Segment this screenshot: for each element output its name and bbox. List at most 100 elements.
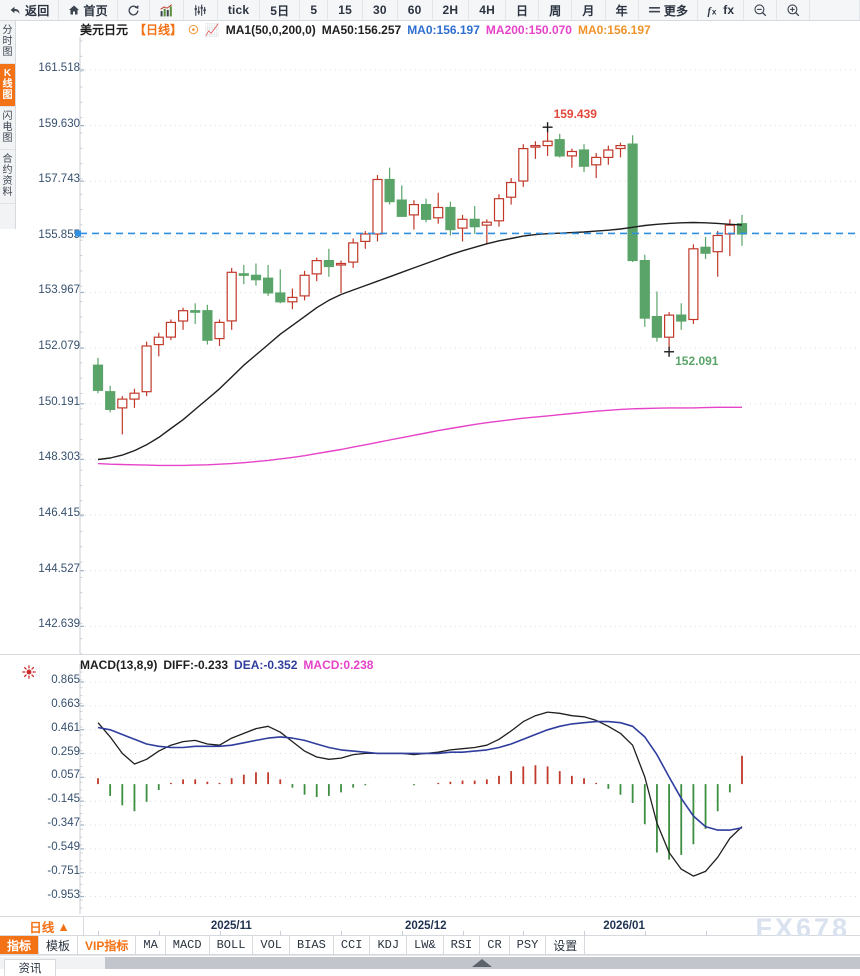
toolbar-day-label: 日 bbox=[516, 3, 529, 18]
indicator-tab-psy[interactable]: PSY bbox=[510, 936, 547, 954]
toolbar-day[interactable]: 日 bbox=[506, 0, 540, 20]
candle-body bbox=[153, 336, 164, 346]
toolbar-h4[interactable]: 4H bbox=[469, 0, 506, 20]
toolbar-h2[interactable]: 2H bbox=[433, 0, 470, 20]
symbol-label: 美元日元 bbox=[80, 23, 129, 37]
toolbar-back-label: 返回 bbox=[25, 3, 50, 18]
toolbar-indicator[interactable] bbox=[184, 0, 218, 20]
macd-plot[interactable] bbox=[16, 656, 860, 915]
rail-char: 闪 bbox=[2, 111, 13, 122]
price-y-axis: 161.518 159.630 157.743 155.855 153.967 152.0… bbox=[16, 21, 80, 654]
rail-char: 分 bbox=[2, 25, 13, 36]
toolbar-chart-type[interactable] bbox=[150, 0, 184, 20]
toolbar-home[interactable]: 首页 bbox=[59, 0, 118, 20]
macd-tick-label: 0.461 bbox=[51, 721, 80, 734]
toolbar-zoom-out[interactable] bbox=[744, 0, 778, 20]
candle-body bbox=[663, 314, 675, 338]
news-tab[interactable]: 资讯 bbox=[4, 959, 56, 976]
price-tick-label: 144.527 bbox=[38, 562, 80, 575]
indicator-tab-zhibiao[interactable]: 指标 bbox=[0, 936, 40, 954]
indicator-tab-cr[interactable]: CR bbox=[480, 936, 510, 954]
rail-char: 图 bbox=[2, 133, 13, 144]
macd-settings-icon[interactable] bbox=[22, 665, 36, 679]
scroll-caret-up-icon[interactable] bbox=[470, 957, 494, 969]
toolbar-m15[interactable]: 15 bbox=[328, 0, 363, 20]
toolbar-month-label: 月 bbox=[582, 3, 595, 18]
candle-body bbox=[238, 273, 249, 276]
rail-char: 料 bbox=[2, 187, 13, 198]
toolbar-m5-label: 5 bbox=[310, 3, 318, 17]
toolbar-zoom-in[interactable] bbox=[777, 0, 811, 20]
macd-tick-label: -0.549 bbox=[47, 840, 80, 853]
x-axis-tick bbox=[705, 931, 707, 937]
toolbar-fx[interactable]: f x fx bbox=[698, 0, 745, 20]
price-chart-pane[interactable]: 美元日元 【日线】 ☉ 📈 MA1(50,0,200,0) MA50:156.2… bbox=[16, 21, 860, 654]
rail-char: 资 bbox=[2, 176, 13, 187]
candle-body bbox=[335, 262, 347, 266]
candle-body bbox=[92, 364, 104, 391]
indicator-tab-shezhi[interactable]: 设置 bbox=[546, 936, 586, 954]
indicator-tab-boll[interactable]: BOLL bbox=[210, 936, 254, 954]
indicator-tab-lwr[interactable]: LW& bbox=[407, 936, 444, 954]
candle-body bbox=[117, 398, 128, 409]
price-plot[interactable] bbox=[16, 21, 860, 654]
candle-body bbox=[712, 234, 723, 253]
indicator-tab-ma[interactable]: MA bbox=[136, 936, 166, 954]
back-arrow-icon bbox=[9, 4, 22, 17]
candle-body bbox=[676, 314, 687, 322]
zoom-out-icon bbox=[753, 3, 767, 17]
candle-body bbox=[615, 144, 626, 150]
svg-text:x: x bbox=[712, 7, 717, 16]
toolbar-refresh[interactable] bbox=[118, 0, 150, 20]
toolbar-year[interactable]: 年 bbox=[606, 0, 639, 20]
ma200-value: MA200:150.070 bbox=[485, 22, 572, 37]
rail-item-intraday[interactable]: 分时图 bbox=[0, 21, 15, 64]
indicator-tab-cci[interactable]: CCI bbox=[334, 936, 371, 954]
indicator-tab-vip[interactable]: VIP指标 bbox=[78, 936, 137, 954]
candle-body bbox=[421, 204, 432, 220]
toolbar-m5[interactable]: 5 bbox=[300, 0, 329, 20]
indicator-tab-muban[interactable]: 模板 bbox=[39, 936, 79, 954]
indicator-tab-bias[interactable]: BIAS bbox=[290, 936, 334, 954]
toolbar-week[interactable]: 周 bbox=[539, 0, 573, 20]
price-tick-label: 155.855 bbox=[38, 228, 80, 241]
price-header: 美元日元 【日线】 ☉ 📈 MA1(50,0,200,0) MA50:156.2… bbox=[16, 21, 651, 38]
toolbar-back[interactable]: 返回 bbox=[0, 0, 60, 20]
toolbar-more[interactable]: 更多 bbox=[639, 0, 699, 20]
ma-formula-label: MA1(50,0,200,0) bbox=[225, 22, 316, 37]
macd-tick-label: -0.751 bbox=[47, 864, 80, 877]
low-price-annotation: 152.091 bbox=[675, 353, 719, 368]
price-tick-label: 157.743 bbox=[38, 173, 80, 186]
indicator-tab-bar: 指标 模板 VIP指标 MA MACD BOLL VOL BIAS CCI KDJ LW& RSI CR… bbox=[0, 936, 860, 955]
candle-body bbox=[408, 204, 419, 216]
candle-body bbox=[566, 150, 578, 157]
candle-body bbox=[603, 149, 614, 159]
candle-body bbox=[627, 143, 638, 262]
toolbar-m30[interactable]: 30 bbox=[363, 0, 398, 20]
toolbar-tick[interactable]: tick bbox=[218, 0, 261, 20]
hamburger-icon bbox=[648, 5, 661, 15]
top-toolbar: 返回 首页 tick 5日 5 15 30 60 2H 4H 日 周 月 年 更多 f x fx bbox=[0, 0, 860, 21]
candle-body bbox=[433, 206, 444, 219]
toolbar-m60[interactable]: 60 bbox=[398, 0, 433, 20]
bar-chart-icon bbox=[159, 3, 174, 17]
candle-body bbox=[688, 248, 699, 321]
indicator-tab-kdj[interactable]: KDJ bbox=[370, 936, 408, 954]
period-selector-badge[interactable]: 日线 ▲ bbox=[16, 917, 84, 936]
candle-body bbox=[372, 178, 383, 235]
toolbar-week-label: 周 bbox=[549, 3, 562, 18]
candle-body bbox=[299, 274, 310, 297]
horizontal-scrollbar[interactable] bbox=[0, 957, 860, 969]
indicator-tab-rsi[interactable]: RSI bbox=[444, 936, 481, 954]
rail-item-contract-info[interactable]: 合约资料 bbox=[0, 150, 15, 204]
indicator-tab-vol[interactable]: VOL bbox=[253, 936, 291, 954]
toolbar-five-day[interactable]: 5日 bbox=[260, 0, 301, 20]
rail-item-lightning[interactable]: 闪电图 bbox=[0, 107, 15, 150]
settings-dot-icon[interactable]: ☉ bbox=[188, 22, 199, 37]
candle-body bbox=[578, 149, 590, 167]
toolbar-month[interactable]: 月 bbox=[572, 0, 606, 20]
macd-pane[interactable]: MACD(13,8,9) DIFF:-0.233 DEA:-0.352 MACD… bbox=[16, 656, 860, 915]
macd-title: MACD(13,8,9) bbox=[80, 657, 158, 672]
indicator-tab-macd[interactable]: MACD bbox=[166, 936, 210, 954]
